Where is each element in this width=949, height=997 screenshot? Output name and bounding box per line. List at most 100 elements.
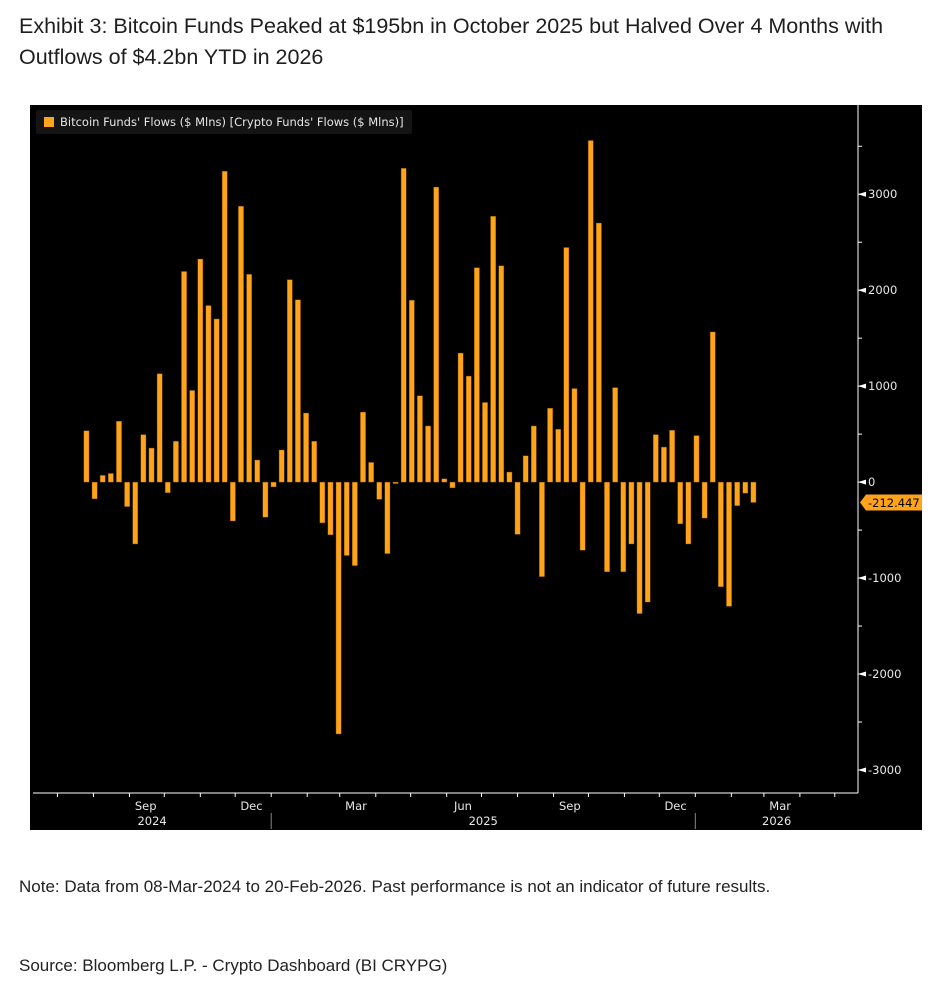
bar <box>181 271 187 483</box>
bar <box>270 481 277 488</box>
exhibit-title: Exhibit 3: Bitcoin Funds Peaked at $195b… <box>19 14 884 69</box>
note-text: Note: Data from 08-Mar-2024 to 20-Feb-20… <box>19 877 771 896</box>
bar <box>547 408 553 483</box>
bar <box>148 447 155 483</box>
bar <box>669 430 675 483</box>
last-value-label: -212.447 <box>868 496 920 510</box>
bar <box>327 481 334 536</box>
bar <box>360 411 366 483</box>
bar <box>254 459 261 483</box>
bar <box>718 481 724 587</box>
bar <box>376 481 383 500</box>
y-major-tick <box>858 767 866 773</box>
bar <box>596 222 602 483</box>
bar <box>221 171 228 483</box>
bar <box>295 299 301 483</box>
y-tick-label: -2000 <box>868 667 901 681</box>
bar <box>392 481 399 484</box>
bar <box>685 481 692 545</box>
bar <box>734 481 740 506</box>
y-tick-label: -3000 <box>868 763 901 777</box>
bar <box>539 481 545 577</box>
y-major-tick <box>858 383 866 389</box>
bar <box>750 481 757 503</box>
bar <box>628 481 635 545</box>
y-major-tick <box>858 479 866 485</box>
bar <box>132 481 139 545</box>
bars-group <box>83 140 757 735</box>
bar <box>425 425 431 483</box>
bar <box>311 441 317 483</box>
bar <box>555 429 562 483</box>
bar <box>677 481 684 525</box>
bar <box>124 481 130 507</box>
bar <box>742 481 749 494</box>
x-month-label: Jun <box>453 799 472 813</box>
bar <box>531 425 537 483</box>
bar <box>693 435 700 483</box>
legend-swatch <box>44 117 54 127</box>
bar <box>116 420 122 483</box>
bar <box>384 481 391 554</box>
bar <box>457 352 464 483</box>
bar <box>506 471 513 483</box>
bar <box>514 481 521 535</box>
y-tick-label: 2000 <box>868 283 897 297</box>
bar <box>490 216 496 483</box>
last-value-callout <box>860 494 922 511</box>
bar <box>156 373 163 483</box>
bar <box>400 168 407 483</box>
bar <box>433 186 440 483</box>
chart-panel: -3000 -2000 -1000 0 1000 2000 3000 Sep Dec Mar Jun… <box>30 105 922 830</box>
bar <box>164 481 171 493</box>
bar <box>140 434 147 483</box>
bar <box>173 441 179 483</box>
bar <box>571 388 578 483</box>
y-tick-label: 1000 <box>868 379 897 393</box>
bar <box>726 481 732 607</box>
bar <box>205 305 212 483</box>
bar <box>612 387 618 483</box>
bar <box>620 481 627 573</box>
bar <box>91 481 98 500</box>
bar <box>709 331 716 483</box>
y-tick-label: 3000 <box>868 187 897 201</box>
bar <box>197 258 204 483</box>
x-month-label: Dec <box>664 799 686 813</box>
bar <box>343 481 350 556</box>
x-month-label: Mar <box>769 799 791 813</box>
bar <box>319 481 326 524</box>
bar <box>238 206 244 483</box>
bar <box>498 265 505 483</box>
y-major-tick <box>858 191 866 197</box>
bar <box>563 247 570 483</box>
bar <box>604 481 610 573</box>
x-year-label: 2026 <box>762 814 791 828</box>
bar <box>246 274 252 483</box>
bar <box>653 434 659 483</box>
bar <box>449 481 456 489</box>
bar <box>661 446 667 483</box>
x-year-label: 2024 <box>137 814 166 828</box>
bar <box>701 481 708 519</box>
bar <box>262 481 269 518</box>
bar <box>99 475 106 483</box>
y-major-tick <box>858 575 866 581</box>
bar <box>286 279 293 483</box>
axes-group: -3000 -2000 -1000 0 1000 2000 3000 Sep Dec Mar Jun… <box>33 105 922 829</box>
x-year-label: 2025 <box>469 814 498 828</box>
y-tick-label: -1000 <box>868 571 901 585</box>
x-month-label: Dec <box>240 799 262 813</box>
bar <box>278 449 285 483</box>
bar <box>465 375 472 483</box>
bar <box>335 481 342 735</box>
bar <box>189 390 195 483</box>
legend: Bitcoin Funds' Flows ($ Mlns) [Crypto Fu… <box>36 110 412 134</box>
bar <box>83 430 90 483</box>
bar <box>441 478 448 483</box>
bar <box>636 481 643 614</box>
y-major-tick <box>858 287 866 293</box>
bar <box>368 462 374 483</box>
bar <box>587 140 594 483</box>
bar <box>108 473 114 483</box>
